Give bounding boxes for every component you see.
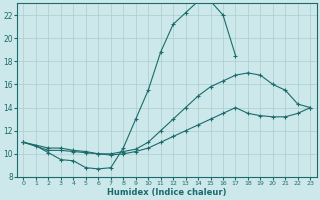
X-axis label: Humidex (Indice chaleur): Humidex (Indice chaleur) xyxy=(107,188,227,197)
